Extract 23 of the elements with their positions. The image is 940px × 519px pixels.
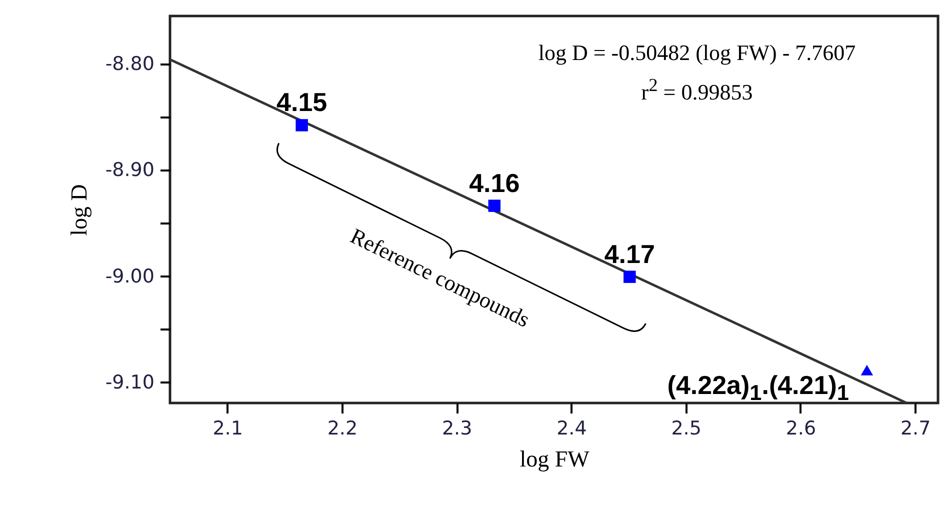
annotation: r$^{2}$ = 0.99853 bbox=[641, 75, 753, 104]
y-tick-label: -8.80 bbox=[105, 53, 154, 76]
x-tick-label: 2.1 bbox=[212, 418, 243, 440]
annotation: 4.17 bbox=[604, 238, 655, 269]
x-tick-label: 2.6 bbox=[786, 418, 816, 440]
point bbox=[624, 270, 636, 283]
x-tick-label: 2.3 bbox=[442, 418, 472, 440]
x-tick-label: 2.4 bbox=[556, 418, 587, 440]
x-tick-label: 2.5 bbox=[671, 418, 702, 440]
point bbox=[488, 200, 501, 212]
annotation: 4.16 bbox=[469, 168, 520, 198]
x-tick-label: 2.7 bbox=[900, 418, 931, 440]
y-tick-label: -9.00 bbox=[105, 265, 154, 288]
y-tick-label: -9.10 bbox=[105, 371, 154, 394]
y-axis-title: log D bbox=[66, 184, 92, 236]
x-tick-label: 2.2 bbox=[327, 418, 358, 440]
annotation: (4.22a)$_{1}$.(4.21)$_{1}$ bbox=[667, 370, 849, 406]
point bbox=[296, 119, 308, 132]
y-tick-label: -8.90 bbox=[105, 159, 154, 182]
annotation: log D = -0.50482 (log FW) - 7.7607 bbox=[538, 40, 856, 65]
point bbox=[860, 364, 874, 376]
annotation: 4.15 bbox=[276, 87, 328, 118]
x-axis-title: log FW bbox=[520, 446, 590, 472]
